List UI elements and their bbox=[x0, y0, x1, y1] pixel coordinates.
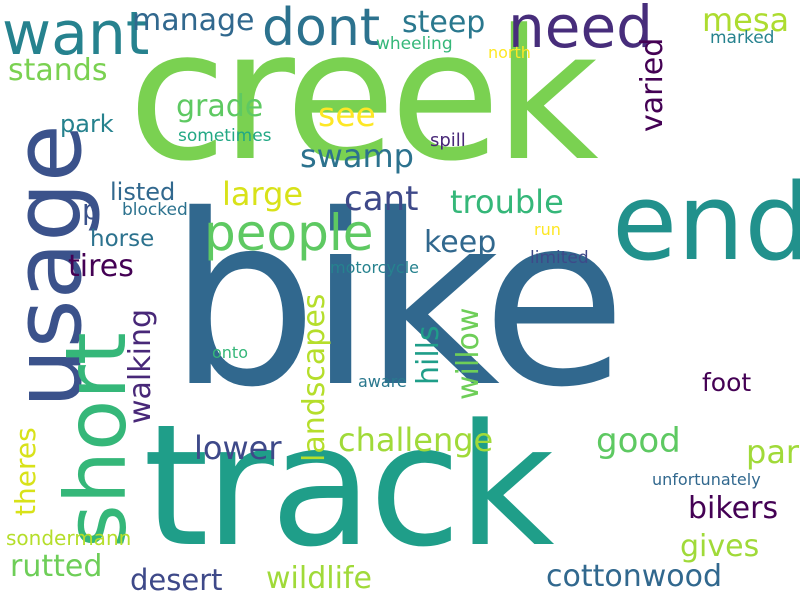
word-spill: spill bbox=[430, 130, 466, 151]
word-bikers: bikers bbox=[688, 491, 779, 526]
word-foot: foot bbox=[702, 368, 752, 397]
word-horse: horse bbox=[90, 226, 155, 252]
word-marked: marked bbox=[710, 28, 775, 48]
word-cant: cant bbox=[344, 179, 419, 219]
word-desert: desert bbox=[130, 563, 223, 597]
word-people: people bbox=[204, 204, 374, 262]
word-cottonwood: cottonwood bbox=[546, 559, 723, 594]
word-end: end bbox=[612, 161, 800, 284]
word-landscapes: landscapes bbox=[297, 293, 332, 462]
word-swamp: swamp bbox=[300, 137, 414, 175]
word-p: p bbox=[82, 193, 100, 226]
word-dont: dont bbox=[262, 0, 381, 58]
word-walking: walking bbox=[123, 308, 158, 424]
word-motorcycle: motorcycle bbox=[330, 258, 420, 277]
word-blocked: blocked bbox=[122, 200, 188, 220]
word-grade: grade bbox=[176, 89, 264, 124]
word-tires: tires bbox=[68, 249, 134, 284]
word-limited: limited bbox=[530, 248, 589, 268]
word-see: see bbox=[318, 95, 376, 134]
word-unfortunately: unfortunately bbox=[652, 470, 761, 489]
word-park: park bbox=[60, 110, 114, 138]
word-north: north bbox=[488, 43, 531, 62]
word-listed: listed bbox=[110, 178, 176, 206]
word-challenge: challenge bbox=[338, 421, 494, 459]
word-sometimes: sometimes bbox=[178, 126, 272, 146]
word-willow: willow bbox=[451, 307, 486, 400]
word-stands: stands bbox=[8, 53, 108, 88]
word-keep: keep bbox=[424, 225, 497, 260]
word-manage: manage bbox=[132, 3, 255, 38]
word-steep: steep bbox=[402, 5, 486, 40]
word-sondermann: sondermann bbox=[6, 526, 132, 550]
word-wildlife: wildlife bbox=[266, 561, 372, 596]
word-track: track bbox=[143, 388, 555, 584]
word-part: part bbox=[746, 433, 800, 471]
word-gives: gives bbox=[680, 529, 760, 564]
word-trouble: trouble bbox=[450, 183, 564, 221]
word-onto: onto bbox=[212, 343, 248, 362]
word-large: large bbox=[222, 175, 304, 213]
word-need: need bbox=[508, 0, 653, 61]
word-lower: lower bbox=[194, 429, 282, 467]
word-rutted: rutted bbox=[10, 549, 103, 584]
word-want: want bbox=[2, 0, 150, 69]
word-run: run bbox=[534, 220, 561, 239]
word-theres: theres bbox=[9, 427, 42, 516]
word-wheeling: wheeling bbox=[376, 34, 453, 54]
word-bike: bike bbox=[168, 164, 627, 439]
word-varied: varied bbox=[635, 37, 670, 132]
word-aware: aware bbox=[358, 372, 407, 391]
word-creek: creek bbox=[128, 0, 599, 201]
word-mesa: mesa bbox=[702, 1, 790, 39]
word-hills: hills bbox=[411, 325, 446, 385]
word-good: good bbox=[596, 421, 681, 461]
